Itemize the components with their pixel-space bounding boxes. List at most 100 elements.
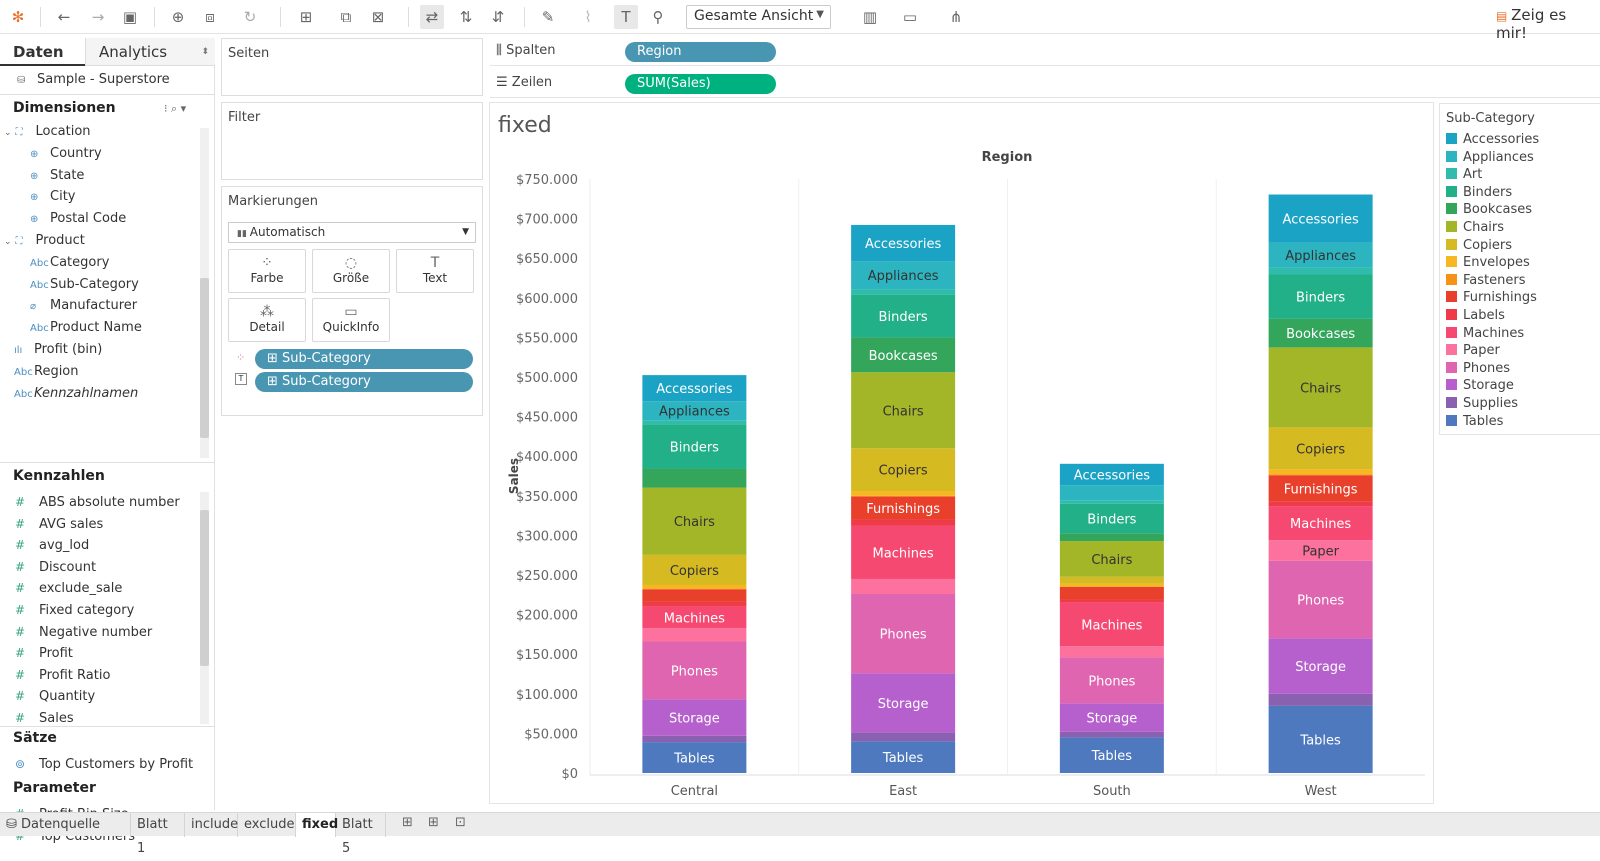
bar-segment[interactable]	[642, 736, 746, 742]
legend-item[interactable]: Appliances	[1446, 149, 1534, 166]
measures-scrollbar[interactable]	[200, 492, 209, 724]
measure-item[interactable]: #Profit	[15, 643, 73, 663]
scrollbar-thumb[interactable]	[200, 510, 209, 666]
sheet-tab[interactable]: exclude	[238, 813, 296, 837]
bar-segment[interactable]	[1269, 474, 1373, 475]
bar-segment[interactable]	[851, 733, 955, 742]
marks-detail-button[interactable]: ⁂Detail	[228, 298, 306, 342]
bar-segment[interactable]	[642, 420, 746, 424]
datasource-tab[interactable]: ⛁ Datenquelle	[0, 813, 131, 837]
legend-item[interactable]: Furnishings	[1446, 289, 1537, 306]
new-sheet-icon[interactable]: ⊞	[294, 5, 318, 29]
pause-icon[interactable]: ⧈	[198, 5, 222, 29]
dimension-tools-icon[interactable]: ⁝ ⌕ ▾	[164, 102, 186, 116]
legend-item[interactable]: Labels	[1446, 307, 1505, 324]
clear-sheet-icon[interactable]: ⊠	[366, 5, 390, 29]
legend-item[interactable]: Chairs	[1446, 219, 1504, 236]
sheet-tab[interactable]: Blatt 5	[336, 813, 386, 837]
new-dashboard-icon[interactable]: ⊞	[428, 815, 439, 830]
chevron-down-icon[interactable]: ⌄	[4, 128, 12, 138]
refresh-icon[interactable]: ↻	[238, 5, 262, 29]
bar-segment[interactable]	[851, 520, 955, 526]
dimension-item[interactable]: AbcRegion	[4, 362, 79, 382]
measure-item[interactable]: #Quantity	[15, 686, 95, 706]
bar-segment[interactable]	[642, 469, 746, 488]
redo-icon[interactable]: →	[86, 5, 110, 29]
bar-segment[interactable]	[642, 589, 746, 602]
dimension-item[interactable]: AbcCategory	[30, 253, 109, 273]
set-item[interactable]: ⊚Top Customers by Profit	[15, 754, 193, 774]
legend-item[interactable]: Phones	[1446, 360, 1510, 377]
duplicate-sheet-icon[interactable]: ⧉	[334, 5, 358, 29]
bar-segment[interactable]	[1269, 267, 1373, 274]
sheet-tab[interactable]: fixed	[296, 813, 336, 837]
measure-item[interactable]: #Fixed category	[15, 600, 134, 620]
measure-item[interactable]: #AVG sales	[15, 514, 103, 534]
tab-analytics[interactable]: Analytics⬍	[85, 38, 215, 66]
rows-pill[interactable]: SUM(Sales)	[625, 74, 776, 94]
marks-farbe-button[interactable]: ⁘Farbe	[228, 249, 306, 293]
bar-segment[interactable]	[851, 289, 955, 295]
dimension-item[interactable]: ⌀Manufacturer	[30, 296, 137, 316]
mark-type-select[interactable]: ▮▮ Automatisch▼	[228, 222, 476, 243]
dimension-item[interactable]: ⊕Postal Code	[30, 209, 126, 229]
dimension-item[interactable]: ⌄⛶Location	[4, 122, 91, 142]
bar-segment[interactable]	[1060, 732, 1164, 738]
highlight-icon[interactable]: ✎	[536, 5, 560, 29]
dimension-item[interactable]: AbcSub-Category	[30, 275, 139, 295]
sort-desc-icon[interactable]: ⇵	[486, 5, 510, 29]
bar-segment[interactable]	[1060, 587, 1164, 600]
filter-card[interactable]: Filter	[221, 102, 483, 180]
sort-asc-icon[interactable]: ⇅	[454, 5, 478, 29]
view-select[interactable]: Gesamte Ansicht▼	[686, 5, 831, 29]
bar-segment[interactable]	[1269, 469, 1373, 474]
bar-segment[interactable]	[851, 579, 955, 594]
marks-größe-button[interactable]: ◌Größe	[312, 249, 390, 293]
bar-segment[interactable]	[1269, 694, 1373, 706]
legend-item[interactable]: Bookcases	[1446, 201, 1532, 218]
bar-segment[interactable]	[1269, 501, 1373, 506]
measure-item[interactable]: #Profit Ratio	[15, 665, 110, 685]
columns-shelf[interactable]: ⫼ Spalten Region	[490, 38, 1600, 66]
sheet-tab[interactable]: include	[185, 813, 238, 837]
tableau-logo-icon[interactable]: ✻	[6, 5, 30, 29]
legend-item[interactable]: Machines	[1446, 325, 1524, 342]
bar-segment[interactable]	[642, 589, 746, 590]
group-icon[interactable]: ⌇	[576, 5, 600, 29]
legend-item[interactable]: Copiers	[1446, 237, 1512, 254]
legend-item[interactable]: Binders	[1446, 184, 1512, 201]
rows-shelf[interactable]: ☰ Zeilen SUM(Sales)	[490, 70, 1600, 98]
save-icon[interactable]: ▣	[118, 5, 142, 29]
bar-segment[interactable]	[851, 491, 955, 496]
chevron-down-icon[interactable]: ⌄	[4, 237, 12, 247]
bar-segment[interactable]	[1060, 533, 1164, 541]
new-datasource-icon[interactable]: ⊕	[166, 5, 190, 29]
undo-icon[interactable]: ←	[52, 5, 76, 29]
dimension-item[interactable]: ⊕Country	[30, 144, 102, 164]
legend-item[interactable]: Tables	[1446, 413, 1503, 430]
label-pill[interactable]: ⊞ Sub-Category	[255, 372, 473, 392]
bar-segment[interactable]	[1060, 500, 1164, 504]
new-sheet-icon[interactable]: ⊞	[402, 815, 413, 830]
dimension-item[interactable]: ⊕State	[30, 166, 84, 186]
measure-item[interactable]: #Discount	[15, 557, 96, 577]
bar-segment[interactable]	[1060, 646, 1164, 657]
dimension-item[interactable]: ⌄⛶Product	[4, 231, 85, 251]
presentation-icon[interactable]: ▭	[898, 5, 922, 29]
measure-item[interactable]: #Negative number	[15, 622, 152, 642]
bar-segment[interactable]	[642, 602, 746, 607]
legend-item[interactable]: Fasteners	[1446, 272, 1525, 289]
legend-item[interactable]: Paper	[1446, 342, 1500, 359]
marks-quickinfo-button[interactable]: ▭QuickInfo	[312, 298, 390, 342]
pages-card[interactable]: Seiten	[221, 38, 483, 96]
share-icon[interactable]: ⋔	[944, 5, 968, 29]
new-story-icon[interactable]: ⊡	[455, 815, 466, 830]
color-pill[interactable]: ⊞ Sub-Category	[255, 349, 473, 369]
legend-item[interactable]: Accessories	[1446, 131, 1539, 148]
legend-item[interactable]: Storage	[1446, 377, 1514, 394]
dimension-item[interactable]: ⊕City	[30, 187, 75, 207]
bar-segment[interactable]	[1060, 600, 1164, 603]
columns-pill[interactable]: Region	[625, 42, 776, 62]
